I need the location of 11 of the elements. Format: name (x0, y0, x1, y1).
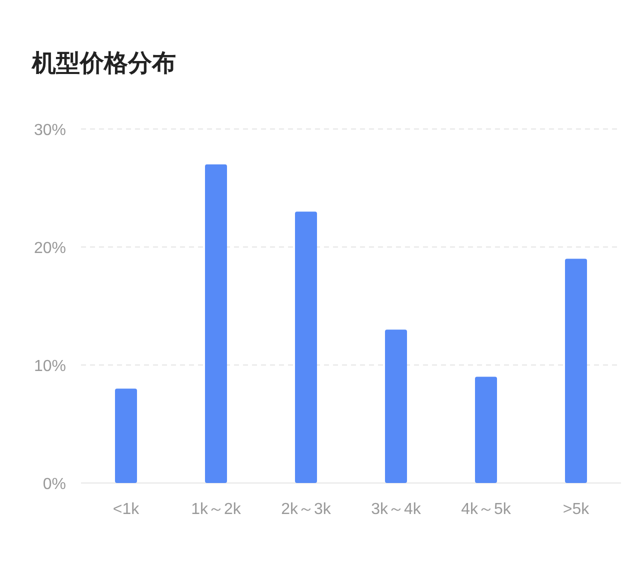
y-tick-label: 0% (42, 476, 66, 493)
x-tick-label: 1k～2k (191, 501, 242, 518)
x-tick-label: 3k～4k (371, 501, 422, 518)
x-tick-label: >5k (562, 501, 590, 518)
title: 机型价格分布 (32, 50, 176, 77)
x-tick-label: <1k (112, 501, 140, 518)
x-tick-label: 2k～3k (281, 501, 332, 518)
y-tick-label: 20% (34, 240, 66, 257)
y-tick-label: 30% (34, 122, 66, 139)
x-tick-label: 4k～5k (461, 501, 512, 518)
y-tick-label: 10% (34, 358, 66, 375)
